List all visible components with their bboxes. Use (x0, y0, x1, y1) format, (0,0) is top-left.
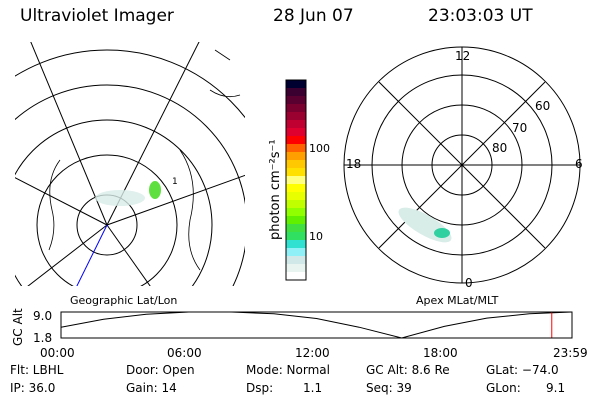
ip-status: IP: 36.0 (10, 381, 56, 395)
geographic-label: Geographic Lat/Lon (70, 294, 177, 307)
colorbar-swatch (286, 96, 306, 105)
date-label: 28 Jun 07 (273, 6, 354, 26)
colorbar-swatch (286, 160, 306, 169)
gc-alt-status: GC Alt: 8.6 Re (366, 363, 450, 377)
dsp-value: 1.1 (303, 381, 323, 395)
colorbar-swatch (286, 120, 306, 129)
colorbar-swatch (286, 80, 306, 89)
x-tick: 00:00 (40, 346, 75, 360)
apex-polar-map (343, 46, 581, 284)
colorbar-swatch (286, 256, 306, 265)
colorbar-label: photon cm⁻²s⁻¹ (268, 139, 283, 240)
colorbar-swatch (286, 184, 306, 193)
mlt-12: 12 (455, 49, 470, 63)
colorbar-swatch (286, 272, 306, 281)
glon-value: 9.1 (546, 381, 566, 395)
door-status: Door: Open (126, 363, 195, 377)
lat-60: 60 (535, 99, 550, 113)
colorbar-swatch (286, 224, 306, 233)
colorbar-swatch (286, 232, 306, 241)
filter-status: Flt: LBHL (10, 363, 64, 377)
mlt-18: 18 (346, 157, 361, 171)
colorbar-swatch (286, 168, 306, 177)
colorbar-swatch (286, 144, 306, 153)
instrument-title: Ultraviolet Imager (20, 6, 174, 26)
colorbar-swatch (286, 240, 306, 249)
gain-status: Gain: 14 (126, 381, 177, 395)
x-tick: 18:00 (423, 346, 458, 360)
x-tick: 23:59 (553, 346, 588, 360)
seq-status: Seq: 39 (366, 381, 412, 395)
colorbar-swatch (286, 264, 306, 273)
lat-80: 80 (492, 141, 507, 155)
colorbar-swatch (286, 88, 306, 97)
colorbar (286, 80, 306, 281)
glon-label: GLon: (486, 381, 521, 395)
dsp-label: Dsp: (246, 381, 274, 395)
colorbar-swatch (286, 192, 306, 201)
colorbar-swatch (286, 128, 306, 137)
y-tick-1.8: 1.8 (33, 331, 52, 345)
lat-70: 70 (512, 121, 527, 135)
colorbar-swatch (286, 112, 306, 121)
apex-label: Apex MLat/MLT (416, 294, 499, 307)
colorbar-swatch (286, 216, 306, 225)
altitude-plot (60, 311, 572, 339)
geographic-map (15, 42, 245, 286)
colorbar-swatch (286, 104, 306, 113)
colorbar-tick-100: 100 (309, 142, 330, 155)
colorbar-swatch (286, 248, 306, 257)
mode-status: Mode: Normal (246, 363, 330, 377)
left-map-tick: 1 (172, 177, 178, 187)
x-tick: 12:00 (295, 346, 330, 360)
mlt-0: 0 (465, 276, 473, 290)
colorbar-swatch (286, 176, 306, 185)
glat-status: GLat: −74.0 (486, 363, 559, 377)
colorbar-tick-10: 10 (309, 230, 323, 243)
colorbar-swatch (286, 200, 306, 209)
colorbar-swatch (286, 152, 306, 161)
altitude-line (60, 311, 572, 339)
mlt-6: 6 (575, 157, 583, 171)
time-label: 23:03:03 UT (428, 6, 533, 26)
colorbar-swatch (286, 136, 306, 145)
x-tick: 06:00 (167, 346, 202, 360)
y-axis-label: GC Alt (11, 308, 25, 346)
y-tick-9: 9.0 (33, 309, 52, 323)
colorbar-swatch (286, 208, 306, 217)
